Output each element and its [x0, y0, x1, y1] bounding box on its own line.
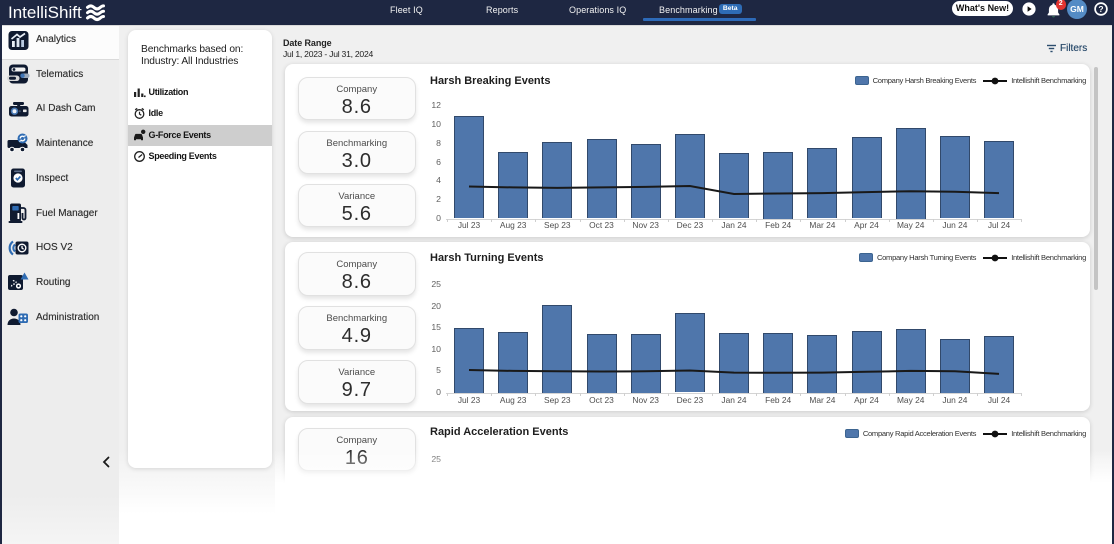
svg-text:?: ?: [1098, 4, 1103, 14]
